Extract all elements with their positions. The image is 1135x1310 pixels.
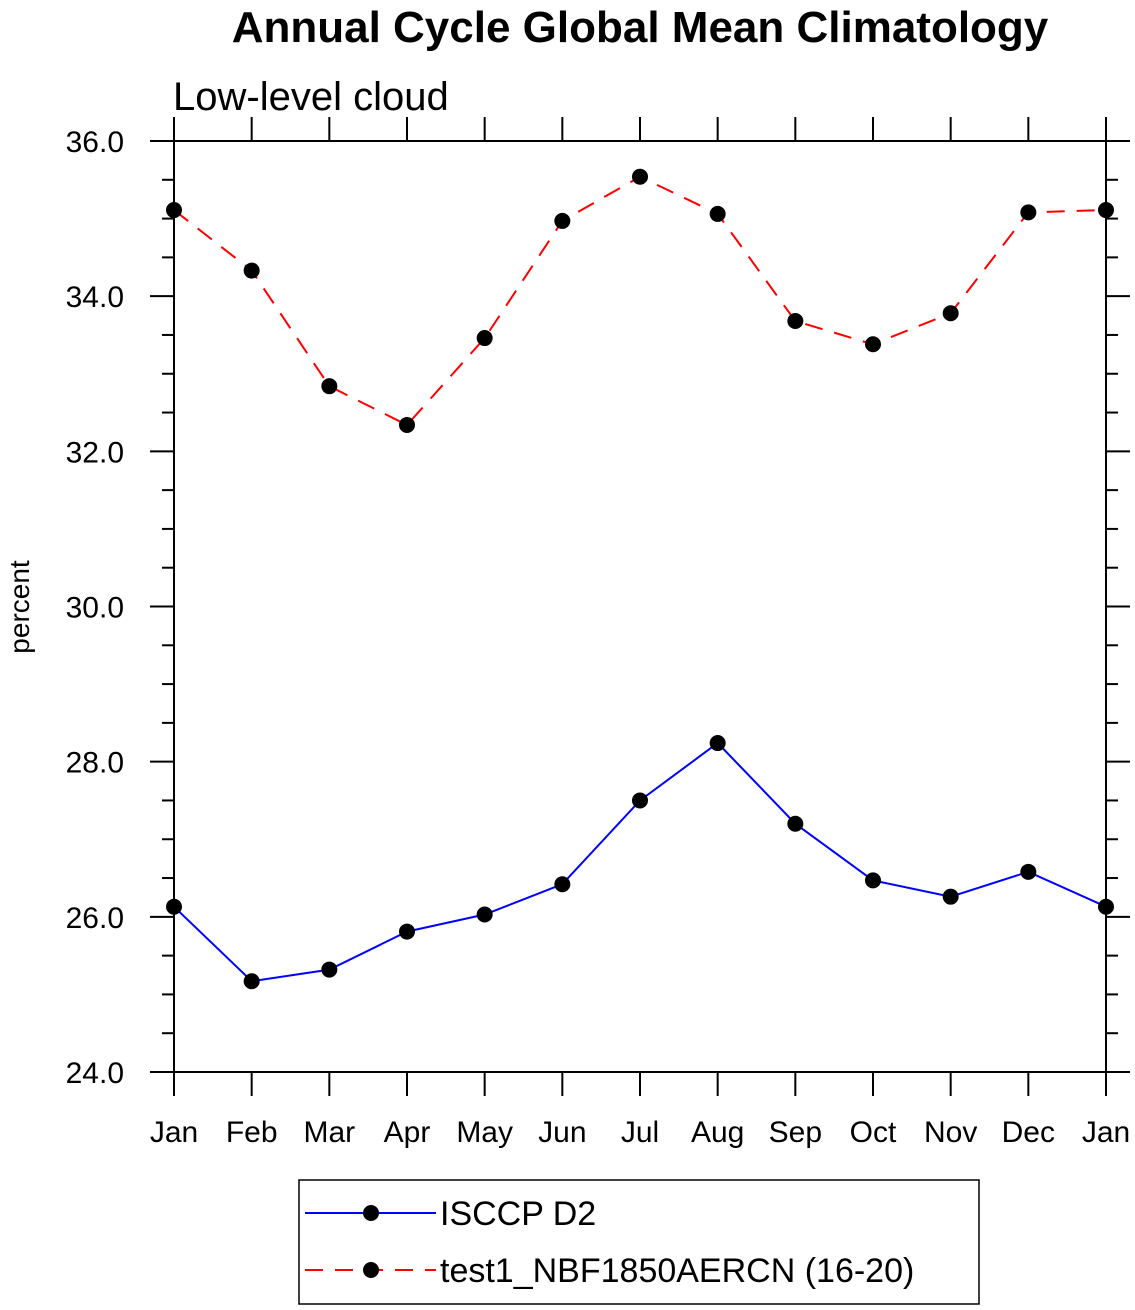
data-point-s1-8	[787, 312, 804, 329]
x-tick-label: Mar	[303, 1116, 355, 1149]
data-point-s0-0	[166, 898, 182, 915]
legend-marker-test1	[363, 1262, 379, 1278]
data-point-s0-2	[321, 961, 338, 978]
chart-title: Annual Cycle Global Mean Climatology	[232, 3, 1049, 52]
data-point-s1-1	[243, 262, 260, 279]
plot-frame	[173, 140, 1107, 1073]
data-point-s0-11	[1020, 863, 1037, 880]
data-point-s1-7	[709, 205, 726, 222]
x-tick-label: Jun	[538, 1116, 586, 1149]
x-tick-label: Feb	[226, 1116, 278, 1149]
data-point-s1-10	[942, 305, 959, 322]
series-line-1	[173, 175, 1107, 427]
data-point-s1-4	[476, 330, 493, 347]
data-point-s0-3	[399, 923, 415, 940]
y-tick-label: 32.0	[66, 436, 124, 469]
data-point-s1-12	[1098, 202, 1114, 219]
x-tick-label: Aug	[691, 1116, 744, 1149]
y-tick-label: 34.0	[66, 281, 124, 314]
x-tick-label: Dec	[1002, 1116, 1055, 1149]
data-point-s1-2	[321, 378, 338, 395]
y-tick-label: 36.0	[66, 126, 124, 159]
x-tick-label: Apr	[384, 1116, 431, 1149]
series-layer	[166, 168, 1114, 990]
data-point-s0-8	[787, 815, 804, 832]
data-point-s1-9	[865, 336, 881, 353]
legend-marker-isccp	[363, 1205, 379, 1221]
data-point-s0-4	[476, 906, 493, 923]
x-tick-label: Jan	[1082, 1116, 1130, 1149]
x-tick-label: Nov	[924, 1116, 977, 1149]
chart-subtitle: Low-level cloud	[173, 75, 449, 119]
y-axis-label: percent	[4, 560, 35, 654]
data-point-s1-3	[399, 416, 415, 433]
y-tick-label: 24.0	[66, 1057, 124, 1090]
data-point-s1-6	[632, 168, 648, 185]
x-tick-label: Jul	[621, 1116, 659, 1149]
data-point-s0-1	[243, 973, 260, 990]
x-tick-label: May	[456, 1116, 513, 1149]
data-point-s0-10	[942, 888, 959, 905]
x-tick-label: Jan	[150, 1116, 198, 1149]
data-point-s0-6	[632, 792, 648, 809]
axis-ticks	[150, 117, 1130, 1096]
data-point-s0-7	[709, 735, 726, 752]
x-tick-label: Oct	[850, 1116, 897, 1149]
y-tick-labels: 24.0 26.0 28.0 30.0 32.0 34.0 36.0	[66, 126, 124, 1090]
data-point-s0-12	[1098, 898, 1114, 915]
series-line-0	[173, 741, 1107, 983]
legend-label-isccp: ISCCP D2	[440, 1195, 596, 1233]
y-tick-label: 26.0	[66, 902, 124, 935]
y-tick-label: 30.0	[66, 592, 124, 625]
legend-label-test1: test1_NBF1850AERCN (16-20)	[440, 1252, 914, 1290]
data-point-s0-9	[865, 872, 881, 889]
data-point-s0-5	[554, 876, 571, 893]
x-tick-label: Sep	[769, 1116, 822, 1149]
data-point-s1-11	[1020, 204, 1037, 221]
data-point-s1-5	[554, 212, 571, 229]
x-tick-labels: Jan Feb Mar Apr May Jun Jul Aug Sep Oct Nov Dec Jan	[150, 1116, 1130, 1149]
legend: ISCCP D2 test1_NBF1850AERCN (16-20)	[298, 1179, 980, 1305]
data-point-s1-0	[166, 202, 182, 219]
legend-box	[298, 1179, 980, 1305]
y-tick-label: 28.0	[66, 747, 124, 780]
